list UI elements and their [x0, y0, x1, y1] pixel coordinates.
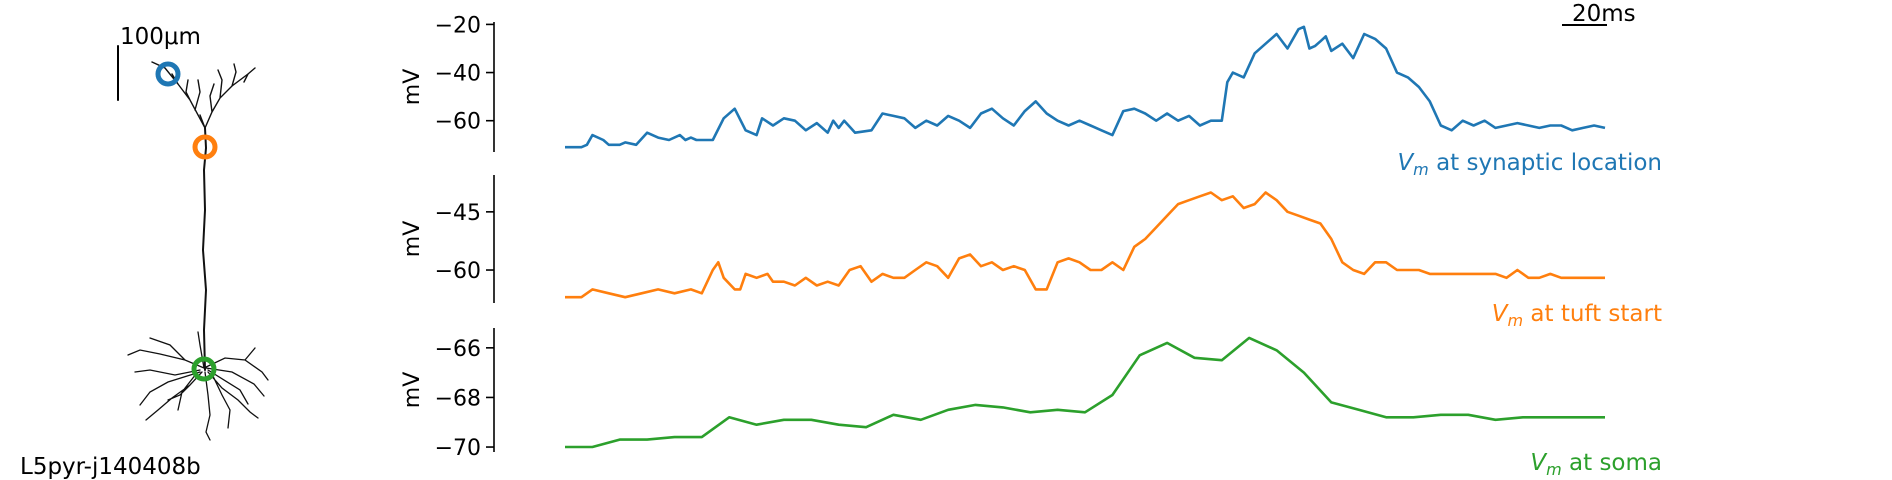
neuron-name: L5pyr-j140408b [20, 454, 201, 480]
neuron-morphology [117, 45, 269, 441]
y-axis-label: mV [400, 221, 425, 257]
time-scale-label: 20ms [1572, 1, 1636, 27]
apical-trunk [201, 127, 208, 371]
soma-marker [191, 356, 217, 382]
trace-panel-tuft: −45 −60 mV Vm at tuft start [400, 175, 1662, 330]
trace-line-tuft [565, 191, 1605, 299]
trace-line-synaptic [565, 25, 1606, 149]
y-tick-label: −60 [435, 259, 481, 284]
trace-label-synaptic: Vm at synaptic location [1397, 150, 1662, 179]
basal-dendrites [127, 331, 269, 441]
y-tick-label: −40 [435, 62, 481, 87]
y-tick-label: −60 [435, 110, 481, 135]
y-tick-label: −68 [435, 386, 481, 411]
y-tick-label: −66 [435, 337, 481, 362]
trace-label-soma: Vm at soma [1530, 450, 1662, 479]
y-axis-label: mV [400, 69, 425, 105]
synaptic-location-marker [155, 61, 181, 87]
apical-tuft [151, 61, 256, 129]
y-tick-label: −70 [435, 436, 481, 461]
trace-panel-synaptic: −20 −40 −60 mV Vm at synaptic location [400, 13, 1662, 179]
trace-label-tuft: Vm at tuft start [1492, 301, 1662, 330]
y-tick-label: −20 [435, 13, 481, 38]
trace-panel-soma: −66 −68 −70 mV Vm at soma [400, 328, 1662, 479]
trace-line-soma [565, 336, 1605, 449]
y-tick-label: −45 [435, 201, 481, 226]
y-axis-label: mV [400, 372, 425, 408]
scale-bar-label: 100μm [120, 24, 201, 50]
tuft-start-marker [192, 134, 218, 160]
